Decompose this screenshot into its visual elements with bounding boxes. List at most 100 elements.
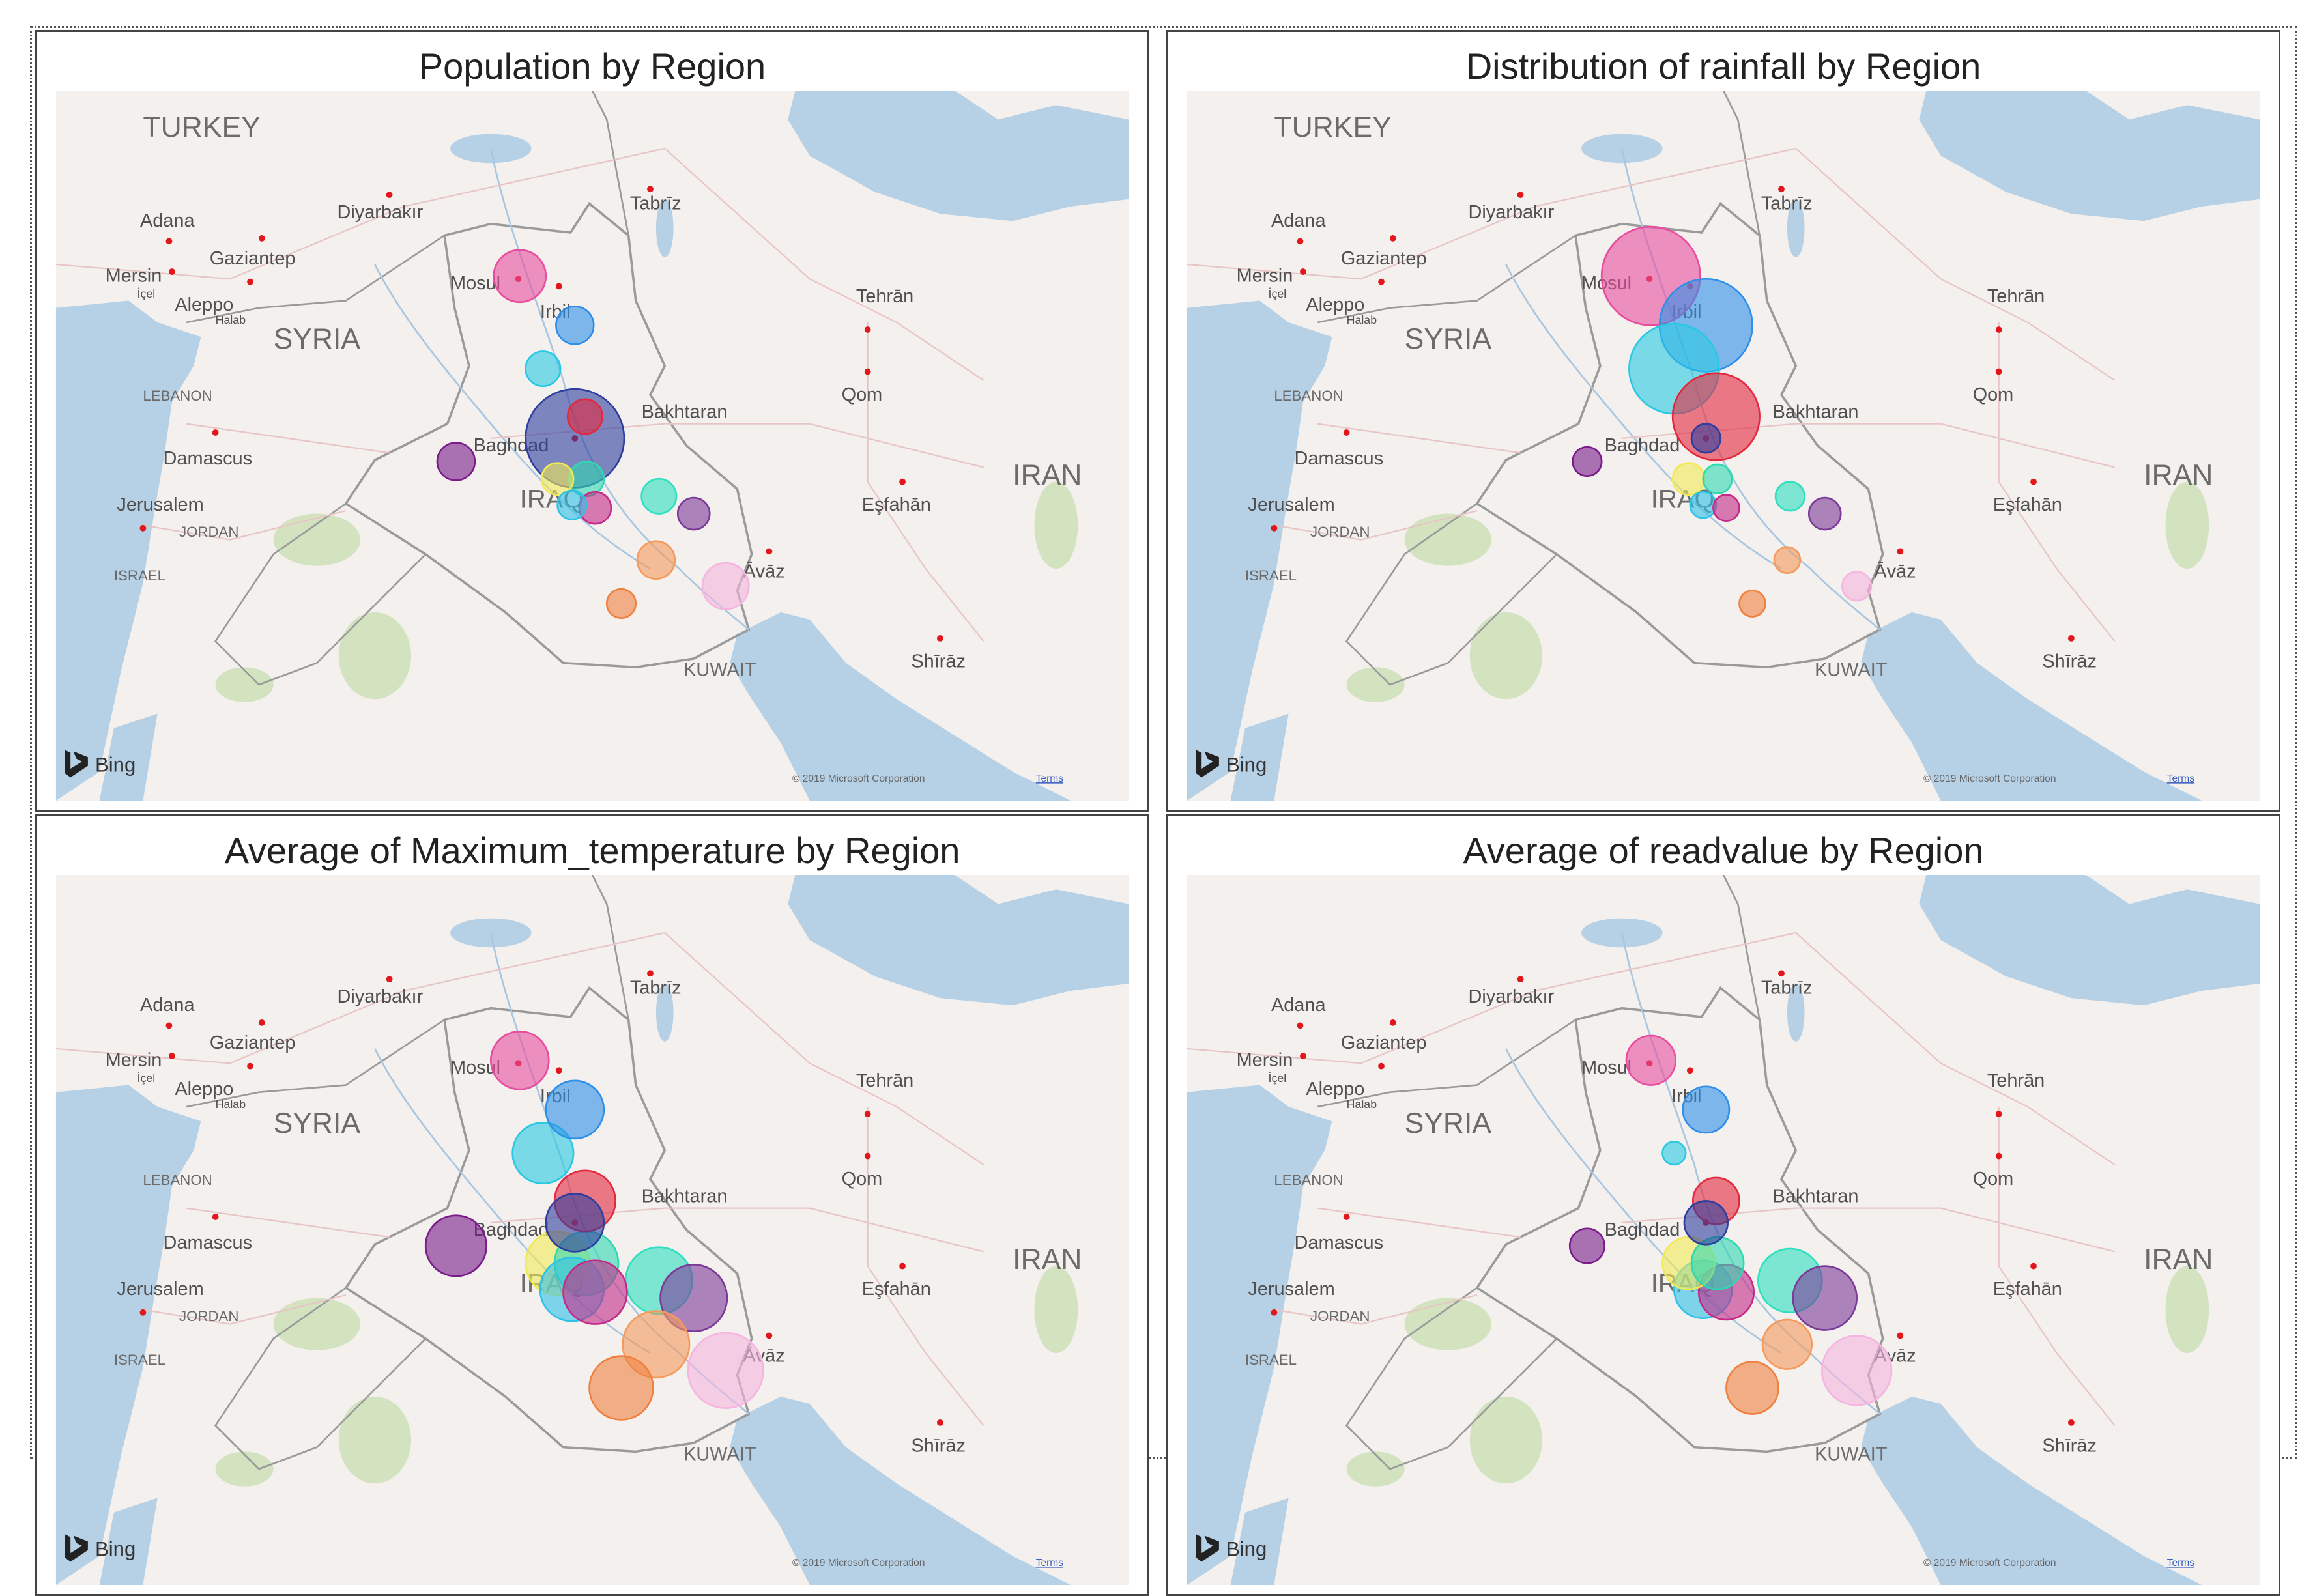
city-label-tehrn: Tehrān bbox=[1987, 1070, 2045, 1091]
map-copyright: © 2019 Microsoft Corporation bbox=[792, 1558, 925, 1569]
bubble-wasit[interactable] bbox=[1702, 463, 1733, 494]
city-dot bbox=[1300, 1053, 1306, 1059]
city-label-qom: Qom bbox=[1973, 1169, 2014, 1190]
bubble-najaf[interactable] bbox=[1712, 494, 1740, 522]
map-canvas[interactable]: TURKEY SYRIA IRAN LEBANON JORDAN ISRAEL KUWAIT… bbox=[45, 91, 1140, 801]
bubble-maysan[interactable] bbox=[1774, 481, 1805, 512]
bubble-muthanna[interactable] bbox=[588, 1355, 654, 1421]
bubble-babil[interactable] bbox=[540, 462, 575, 496]
bubble-kirkuk[interactable] bbox=[525, 350, 562, 388]
country-label-kuwait: KUWAIT bbox=[1815, 660, 1887, 681]
bubble-mosul[interactable] bbox=[1625, 1034, 1676, 1086]
bubble-dhi-qar[interactable] bbox=[636, 540, 676, 580]
bubble-baghdad[interactable] bbox=[545, 1193, 605, 1253]
city-dot bbox=[864, 326, 871, 333]
bubble-irbil[interactable] bbox=[545, 1079, 605, 1140]
city-dot bbox=[139, 524, 147, 532]
bubble-mosul[interactable] bbox=[489, 1030, 550, 1090]
bubble-anbar[interactable] bbox=[1572, 446, 1603, 477]
city-dot bbox=[2030, 1262, 2037, 1270]
city-dot bbox=[386, 192, 393, 199]
bubble-anbar[interactable] bbox=[424, 1214, 487, 1277]
bubble-qadisiyah[interactable] bbox=[1689, 491, 1718, 519]
country-label-kuwait: KUWAIT bbox=[1815, 1444, 1887, 1465]
city-label-baghdad: Baghdad bbox=[1605, 435, 1680, 456]
bubble-baghdad[interactable] bbox=[1683, 1200, 1729, 1246]
bubble-mosul[interactable] bbox=[493, 249, 547, 304]
bubble-missan[interactable] bbox=[659, 1264, 728, 1333]
city-dot bbox=[936, 634, 943, 642]
bubble-anbar[interactable] bbox=[1568, 1227, 1605, 1264]
city-label-aleppo: Aleppo bbox=[175, 1079, 233, 1100]
bubble-muthanna[interactable] bbox=[1725, 1361, 1779, 1415]
map-terms-link[interactable]: Terms bbox=[2167, 1558, 2195, 1569]
map-terms-link[interactable]: Terms bbox=[1036, 1558, 1064, 1569]
bubble-irbil[interactable] bbox=[1682, 1085, 1731, 1134]
bing-logo-text: Bing bbox=[1226, 754, 1267, 777]
bubble-kirkuk[interactable] bbox=[1661, 1140, 1687, 1166]
bubble-diyala[interactable] bbox=[566, 398, 603, 435]
city-dot bbox=[1343, 429, 1350, 436]
road bbox=[867, 1106, 985, 1427]
city-dot bbox=[1686, 1067, 1693, 1074]
bubble-dhi-qar[interactable] bbox=[1761, 1318, 1813, 1370]
bubble-najaf[interactable] bbox=[562, 1259, 628, 1325]
map-copyright: © 2019 Microsoft Corporation bbox=[792, 773, 925, 784]
map-canvas[interactable]: TURKEY SYRIA IRAN LEBANON JORDAN ISRAEL KUWAIT… bbox=[1176, 91, 2271, 801]
bubble-basrah[interactable] bbox=[687, 1332, 764, 1409]
map-canvas[interactable]: SYRIAIRANLEBANONJORDANISRAELKUWAITIRAQAd… bbox=[45, 875, 1140, 1585]
bubble-anbar[interactable] bbox=[436, 442, 476, 481]
vegetation-patch bbox=[273, 1298, 361, 1350]
city-label-tehrn: Tehrān bbox=[856, 286, 913, 307]
turkey-syria-border bbox=[1317, 235, 1576, 324]
city-dot bbox=[647, 186, 654, 193]
bubble-missan[interactable] bbox=[1807, 496, 1842, 531]
bubble-basrah[interactable] bbox=[701, 562, 750, 610]
bubble-muthanna[interactable] bbox=[605, 588, 637, 620]
city-dot bbox=[169, 268, 175, 275]
road bbox=[186, 423, 390, 454]
bubble-kirkuk[interactable] bbox=[511, 1122, 575, 1185]
bing-logo-text: Bing bbox=[1226, 1538, 1267, 1561]
country-label-syria: SYRIA bbox=[1405, 323, 1492, 355]
bubble-dhi-qar[interactable] bbox=[1773, 546, 1802, 575]
city-label-bakhtaran: Bakhtaran bbox=[1773, 402, 1859, 423]
max-temperature-map-panel[interactable]: Average of Maximum_temperature by Region… bbox=[35, 814, 1149, 1596]
bubble-baghdad[interactable] bbox=[1690, 423, 1721, 454]
persian-gulf bbox=[730, 612, 1071, 801]
map-terms-link[interactable]: Terms bbox=[1036, 773, 1064, 784]
city-dot bbox=[936, 1419, 943, 1426]
road bbox=[186, 1207, 390, 1238]
bubble-basrah[interactable] bbox=[1841, 571, 1873, 602]
bubble-irbil[interactable] bbox=[555, 306, 595, 345]
mediterranean-sea bbox=[1186, 300, 1332, 801]
city-label-efahn: Eşfahān bbox=[862, 494, 931, 515]
country-label-iran: IRAN bbox=[2144, 459, 2213, 491]
vegetation-patch bbox=[1469, 612, 1542, 700]
city-label-mosul: Mosul bbox=[450, 273, 500, 294]
bubble-basrah[interactable] bbox=[1820, 1335, 1893, 1406]
road bbox=[1274, 510, 1478, 541]
country-label-syria: SYRIA bbox=[1405, 1107, 1492, 1139]
city-label-aleppo: Aleppo bbox=[175, 294, 233, 315]
bubble-wasit[interactable] bbox=[1690, 1236, 1745, 1290]
map-terms-link[interactable]: Terms bbox=[2167, 773, 2195, 784]
road bbox=[1998, 1106, 2116, 1427]
bubble-qadisiyah[interactable] bbox=[556, 489, 588, 520]
mediterranean-sea bbox=[1186, 1085, 1332, 1585]
map-canvas[interactable]: SYRIAIRANLEBANONJORDANISRAELKUWAITIRAQAd… bbox=[1176, 875, 2271, 1585]
bubble-maysan[interactable] bbox=[640, 477, 678, 515]
vegetation-patch bbox=[1346, 1451, 1405, 1487]
turkey-syria-border bbox=[1317, 1019, 1576, 1108]
city-dot bbox=[555, 1067, 562, 1074]
readvalue-map-panel[interactable]: Average of readvalue by Region SYRIA IRAN… bbox=[1166, 814, 2280, 1596]
bubble-babil[interactable] bbox=[1671, 462, 1706, 496]
panel-title: Average of readvalue by Region bbox=[1463, 830, 1984, 871]
city-dot bbox=[1343, 1214, 1350, 1220]
bubble-muthanna[interactable] bbox=[1738, 590, 1766, 618]
population-map-panel[interactable]: Population by Region TURKEY SYRIA IRAN LEBA… bbox=[35, 30, 1149, 812]
rainfall-map-panel[interactable]: Distribution of rainfall by Region TURKE… bbox=[1166, 30, 2280, 812]
bubble-missan[interactable] bbox=[1792, 1265, 1858, 1331]
bubble-missan[interactable] bbox=[676, 496, 711, 531]
caspian-sea bbox=[788, 91, 1129, 221]
